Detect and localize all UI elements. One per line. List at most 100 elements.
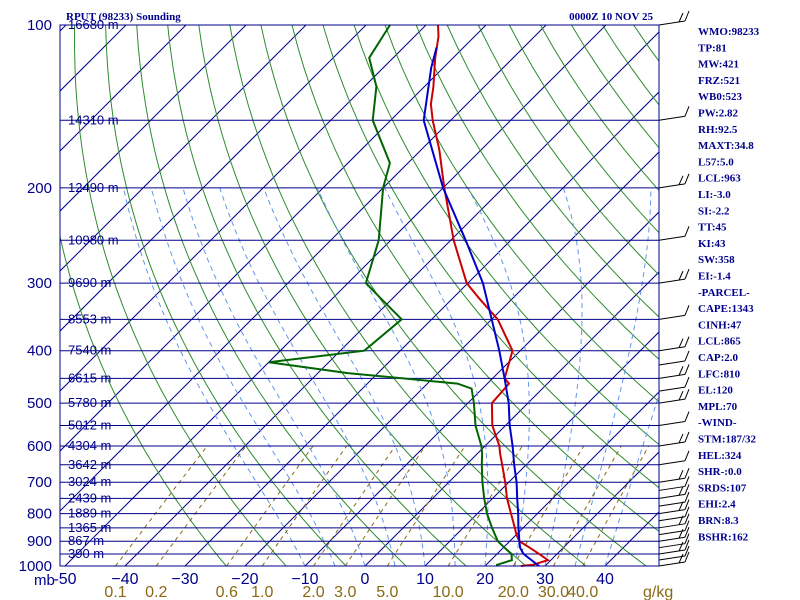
- index-value: WB0:523: [698, 91, 743, 103]
- wind-barbs: [658, 10, 690, 567]
- mixing-ratio-line: [261, 445, 348, 567]
- mixing-ratio-unit-label: g/kg: [643, 584, 673, 600]
- wind-barb: [658, 411, 690, 427]
- isotherm: [60, 25, 427, 392]
- isotherm: [60, 25, 187, 152]
- isobar-lines: [60, 24, 659, 567]
- pressure-unit-label: mb: [34, 572, 55, 589]
- wind-barb: [658, 431, 690, 447]
- mixing-ratio-tick-label: 0.6: [216, 584, 238, 600]
- height-label: 10980 m: [68, 232, 119, 247]
- wind-barb: [658, 376, 690, 392]
- index-value: SHR-:0.0: [698, 466, 742, 478]
- wind-barb: [658, 268, 690, 284]
- wind-barb: [658, 533, 690, 549]
- isotherm: [184, 91, 659, 566]
- pressure-tick-label: 800: [27, 506, 52, 523]
- temperature-tick-label: 30: [536, 571, 554, 588]
- index-value: SW:358: [698, 254, 735, 266]
- dry-adiabat: [60, 234, 227, 566]
- pressure-tick-label: 100: [27, 17, 52, 34]
- mixing-ratio-tick-label: 40.0: [567, 584, 598, 600]
- dry-adiabat: [167, 25, 467, 566]
- temperature-tick-label: −30: [171, 571, 198, 588]
- index-value: LCL:865: [698, 336, 741, 348]
- height-label: 8553 m: [68, 311, 111, 326]
- isotherm: [124, 31, 659, 566]
- temperature-tick-label: 20: [476, 571, 494, 588]
- pressure-tick-label: 1000: [19, 558, 52, 575]
- wind-barb: [658, 388, 690, 404]
- mixing-ratio-tick-label: 0.1: [104, 584, 126, 600]
- mixing-ratio-lines: [115, 445, 650, 567]
- height-label: 390 m: [68, 546, 104, 561]
- wind-barb: [658, 551, 690, 567]
- index-value: -PARCEL-: [698, 287, 750, 299]
- isotherm: [60, 25, 247, 212]
- index-value: MW:421: [698, 59, 739, 71]
- isotherm: [304, 211, 659, 566]
- wind-barb: [658, 173, 690, 189]
- index-value: -WIND-: [698, 417, 737, 429]
- moist-adiabat: [544, 187, 583, 566]
- pressure-tick-label: 200: [27, 180, 52, 197]
- dry-adiabat: [291, 25, 659, 533]
- pressure-tick-label: 900: [27, 533, 52, 550]
- mixing-ratio-line: [447, 445, 523, 567]
- index-value: PW:2.82: [698, 108, 739, 120]
- plot-frame: [59, 24, 660, 567]
- index-value: L57:5.0: [698, 156, 734, 168]
- pressure-tick-label: 400: [27, 343, 52, 360]
- isotherm: [544, 451, 659, 566]
- wind-barb: [658, 364, 690, 379]
- wind-barb: [658, 350, 690, 366]
- dry-adiabat: [229, 25, 587, 566]
- mixing-ratio-line: [313, 445, 396, 567]
- height-label: 7540 m: [68, 343, 111, 358]
- dry-adiabat: [136, 25, 407, 566]
- dry-adiabat: [508, 25, 659, 234]
- wind-barb: [658, 545, 690, 561]
- index-value: CAPE:1343: [698, 303, 754, 315]
- index-value: CINH:47: [698, 319, 742, 331]
- wind-barb: [658, 506, 690, 522]
- isotherm: [60, 25, 307, 272]
- temperature-tick-label: -50: [53, 571, 76, 588]
- index-value: TP:81: [698, 42, 727, 54]
- height-label: 12490 m: [68, 180, 119, 195]
- index-value: BSHR:162: [698, 531, 749, 543]
- wind-barb: [658, 468, 690, 483]
- wind-barb: [658, 484, 690, 499]
- mixing-ratio-line: [552, 445, 622, 567]
- index-value: LCL:963: [698, 173, 741, 185]
- mixing-ratio-tick-label: 10.0: [433, 584, 464, 600]
- index-value: HEL:324: [698, 450, 742, 462]
- wind-barb: [658, 106, 690, 121]
- height-label: 14310 m: [68, 112, 119, 127]
- mixing-ratio-tick-label: 20.0: [498, 584, 529, 600]
- isotherm: [0, 25, 6, 566]
- index-value: EL:120: [698, 385, 733, 397]
- dry-adiabat: [73, 25, 287, 566]
- height-label: 867 m: [68, 533, 104, 548]
- temperature-tick-label: 40: [596, 571, 614, 588]
- wind-barb: [658, 336, 690, 352]
- moist-adiabat: [384, 187, 489, 566]
- height-label: 9690 m: [68, 275, 111, 290]
- wind-barb: [658, 226, 690, 241]
- moist-adiabat: [150, 187, 336, 566]
- isotherm: [60, 25, 487, 452]
- dry-adiabat: [198, 25, 527, 566]
- dry-adiabat: [477, 25, 659, 276]
- dry-adiabat: [353, 25, 659, 446]
- dry-adiabat: [415, 25, 659, 361]
- index-value: MPL:70: [698, 401, 738, 413]
- isotherm: [484, 391, 659, 566]
- wind-barb: [658, 476, 690, 491]
- index-value: LI:-3.0: [698, 189, 731, 201]
- mixing-ratio-tick-label: 5.0: [376, 584, 398, 600]
- index-value: EI:-1.4: [698, 271, 731, 283]
- mixing-ratio-line: [155, 445, 247, 567]
- height-label: 3642 m: [68, 457, 111, 472]
